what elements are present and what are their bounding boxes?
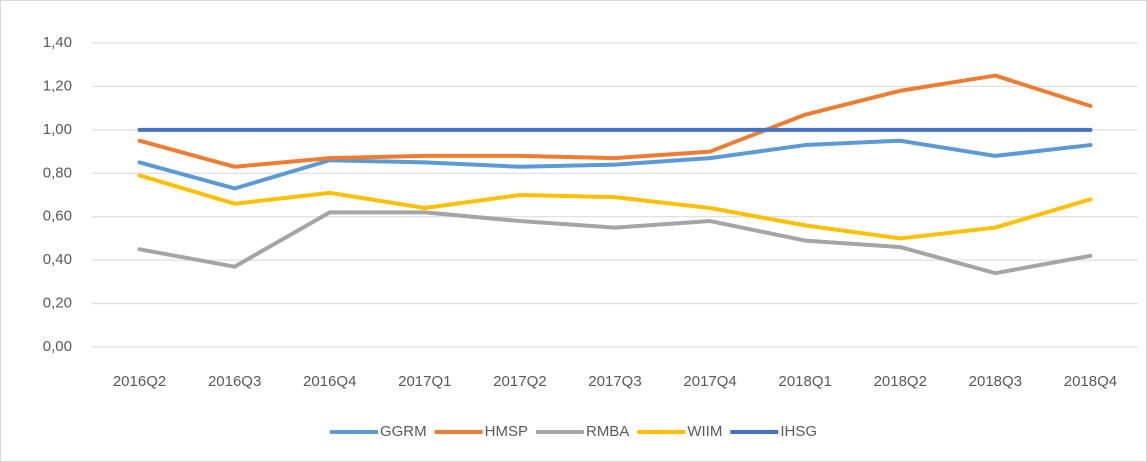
y-tick-label: 0,20 [43, 295, 72, 312]
x-tick-label: 2017Q4 [683, 373, 736, 390]
line-series [137, 210, 1093, 276]
line-series [137, 173, 1093, 241]
x-tick-label: 2018Q1 [778, 373, 831, 390]
x-tick-label: 2018Q2 [874, 373, 927, 390]
line-series [137, 73, 1093, 169]
x-tick-label: 2016Q4 [303, 373, 356, 390]
line-series [137, 138, 1093, 191]
y-tick-label: 0,80 [43, 164, 72, 181]
legend-label: GGRM [380, 423, 427, 440]
x-tick-label: 2016Q2 [113, 373, 166, 390]
x-tick-label: 2017Q2 [493, 373, 546, 390]
legend-label: HMSP [485, 423, 528, 440]
y-tick-label: 1,40 [43, 34, 72, 51]
y-tick-label: 1,00 [43, 121, 72, 138]
y-tick-label: 0,60 [43, 208, 72, 225]
x-tick-label: 2017Q1 [398, 373, 451, 390]
y-tick-label: 0,40 [43, 251, 72, 268]
x-tick-label: 2018Q3 [969, 373, 1022, 390]
x-tick-label: 2017Q3 [588, 373, 641, 390]
x-tick-label: 2016Q3 [208, 373, 261, 390]
legend-label: IHSG [780, 423, 817, 440]
legend-label: WIIM [687, 423, 722, 440]
x-tick-label: 2018Q4 [1064, 373, 1117, 390]
y-tick-label: 0,00 [43, 338, 72, 355]
y-tick-label: 1,20 [43, 77, 72, 94]
legend-label: RMBA [586, 423, 629, 440]
